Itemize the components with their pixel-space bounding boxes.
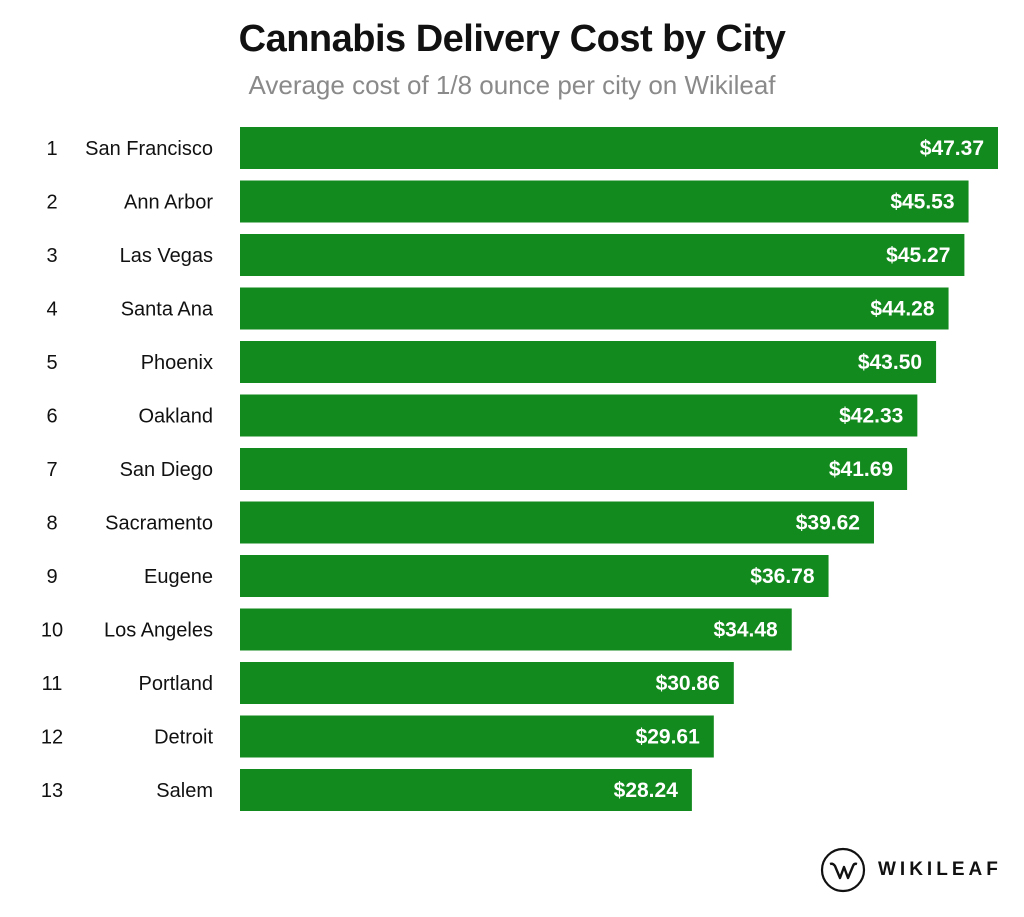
bar: [240, 341, 937, 383]
category-label: Portland: [139, 673, 214, 695]
rank-label: 10: [41, 620, 63, 642]
category-label: Oakland: [139, 406, 214, 428]
bar: [240, 555, 829, 597]
data-label: $34.48: [714, 619, 779, 642]
rank-label: 12: [41, 727, 63, 749]
bar: [240, 180, 969, 223]
wikileaf-logo: WIKILEAF: [820, 847, 1002, 893]
rank-label: 11: [42, 673, 63, 695]
wikileaf-logo-text: WIKILEAF: [878, 859, 1002, 880]
data-label: $43.50: [858, 351, 922, 374]
bar: [240, 287, 949, 330]
wikileaf-w-circle-icon: [820, 847, 866, 893]
rank-label: 8: [46, 513, 57, 535]
bar: [240, 608, 792, 651]
bar: [240, 769, 692, 811]
category-label: Sacramento: [105, 513, 213, 535]
category-label: Santa Ana: [121, 299, 214, 321]
bar: [240, 501, 874, 544]
rank-label: 9: [46, 566, 57, 588]
data-label: $47.37: [920, 137, 984, 160]
rank-label: 3: [46, 245, 57, 267]
data-label: $30.86: [656, 672, 720, 695]
category-label: San Diego: [120, 459, 213, 481]
bar: [240, 127, 998, 169]
rank-label: 1: [46, 138, 57, 160]
category-label: Las Vegas: [120, 245, 213, 267]
data-label: $41.69: [829, 458, 893, 481]
rank-label: 4: [46, 299, 57, 321]
category-label: Detroit: [154, 727, 213, 749]
category-label: Eugene: [144, 566, 213, 588]
data-label: $42.33: [839, 405, 903, 428]
data-label: $44.28: [870, 298, 935, 321]
chart-title: Cannabis Delivery Cost by City: [238, 18, 786, 60]
category-label: San Francisco: [85, 138, 213, 160]
data-label: $39.62: [796, 512, 860, 535]
bar: [240, 715, 714, 758]
category-label: Los Angeles: [104, 620, 213, 642]
rank-label: 5: [46, 352, 57, 374]
bar: [240, 448, 908, 490]
rank-label: 7: [46, 459, 57, 481]
chart-subtitle: Average cost of 1/8 ounce per city on Wi…: [248, 70, 776, 100]
rank-label: 13: [41, 780, 63, 802]
data-label: $36.78: [750, 565, 815, 588]
data-label: $28.24: [614, 779, 679, 802]
data-label: $29.61: [636, 726, 701, 749]
rank-label: 6: [46, 406, 57, 428]
category-label: Ann Arbor: [124, 192, 213, 214]
data-label: $45.27: [886, 244, 950, 267]
category-label: Salem: [156, 780, 213, 802]
bar: [240, 234, 965, 276]
rank-label: 2: [46, 192, 57, 214]
data-label: $45.53: [890, 191, 954, 214]
bar: [240, 662, 734, 704]
bar: [240, 394, 918, 437]
category-label: Phoenix: [141, 352, 213, 374]
